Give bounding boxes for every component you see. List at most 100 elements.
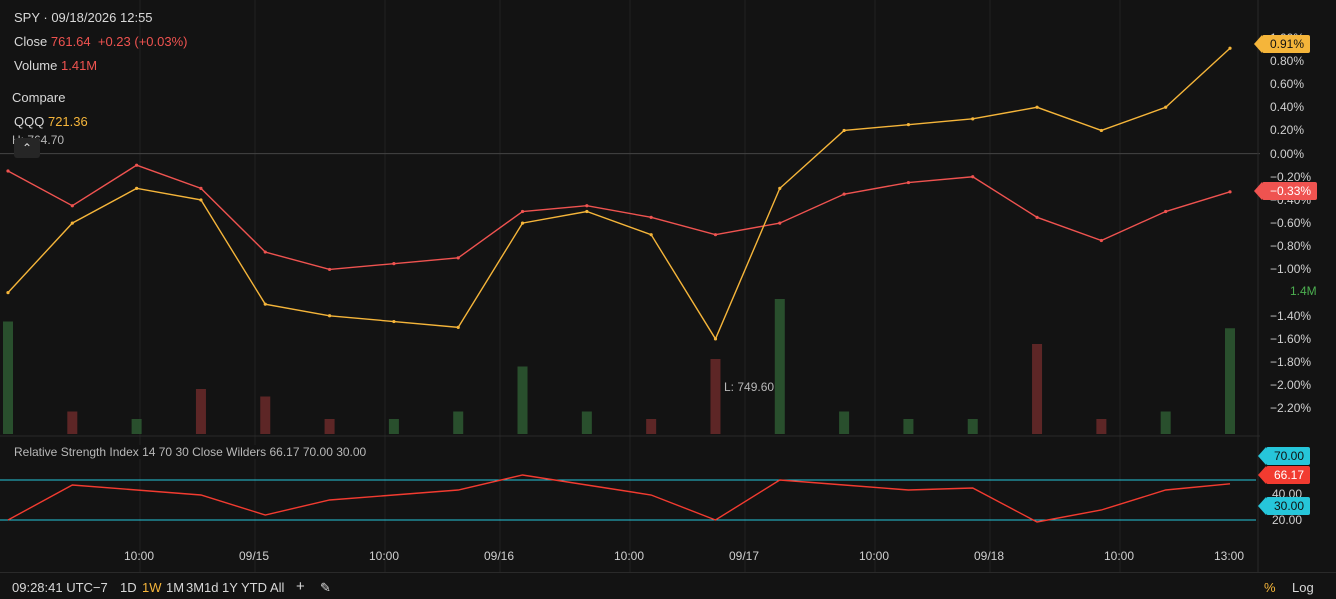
compare-value: 721.36 (47, 114, 88, 129)
x-tick-4: 10:00 (614, 549, 645, 563)
range-1m[interactable]: 1M (166, 580, 185, 595)
point-spy-0 (6, 169, 10, 173)
qqq-badge: 0.91% (1253, 35, 1311, 53)
range-1d-interval[interactable]: 1d (204, 580, 219, 595)
volume-bar-19 (1225, 328, 1235, 434)
volume-bar-10 (646, 419, 657, 434)
point-qqq-12 (778, 186, 782, 190)
point-spy-17 (1099, 238, 1103, 243)
range-1w[interactable]: 1W (142, 580, 162, 595)
point-qqq-3 (199, 198, 203, 202)
point-spy-8 (520, 209, 525, 214)
rsi-value-badge: 66.17 (1257, 466, 1311, 484)
compare-label: Compare (12, 90, 66, 105)
volume-bar-16 (1032, 344, 1043, 434)
point-qqq-10 (649, 233, 653, 237)
y-tick-14: −2.00% (1270, 378, 1312, 393)
x-tick-8: 10:00 (1104, 549, 1135, 563)
volume-bar-14 (903, 419, 914, 434)
rsi-tick-20: 20.00 (1272, 513, 1303, 527)
point-spy-18 (1164, 209, 1168, 214)
x-tick-7: 09/18 (974, 549, 1005, 563)
point-qqq-0 (6, 290, 10, 295)
volume-bar-1 (67, 411, 78, 434)
x-tick-5: 09/17 (729, 549, 760, 563)
point-spy-13 (842, 192, 846, 196)
point-qqq-6 (392, 319, 396, 324)
y-tick-9: −0.80% (1270, 239, 1312, 254)
volume-bar-0 (3, 321, 13, 434)
volume-bar-17 (1096, 419, 1107, 434)
point-qqq-5 (327, 314, 332, 318)
point-qqq-8 (520, 221, 525, 225)
y-tick-10: −1.00% (1270, 262, 1312, 277)
point-spy-10 (649, 215, 653, 219)
plus-icon[interactable]: + (296, 578, 305, 595)
volume-bar-5 (324, 419, 335, 434)
range-1d[interactable]: 1D (120, 580, 137, 595)
series-line-spy (7, 164, 1231, 271)
point-qqq-7 (456, 325, 460, 329)
y-tick-2: 0.60% (1270, 77, 1305, 92)
compare-symbol: QQQ (14, 114, 45, 129)
y-tick-4: 0.20% (1270, 123, 1305, 138)
volume-row: Volume 1.41M (14, 58, 97, 73)
volume-bar-18 (1160, 411, 1171, 434)
point-spy-3 (199, 186, 203, 190)
close-value: 761.64 (50, 34, 91, 49)
point-spy-15 (971, 175, 975, 179)
percent-toggle[interactable]: % (1264, 580, 1276, 595)
range-1y[interactable]: 1Y (222, 580, 238, 595)
volume-label: Volume (14, 58, 58, 73)
volume-value: 1.41M (61, 58, 98, 73)
point-spy-14 (906, 180, 911, 185)
point-qqq-11 (713, 337, 718, 341)
point-qqq-18 (1164, 105, 1168, 109)
collapse-legend-button[interactable]: ⌃ (14, 138, 40, 158)
point-spy-5 (327, 267, 332, 272)
footer-time: 09:28:41 UTC−7 (12, 580, 108, 595)
range-all[interactable]: All (270, 580, 285, 595)
close-change: +0.23 (+0.03%) (97, 34, 188, 49)
point-spy-2 (135, 163, 139, 167)
point-qqq-19 (1228, 46, 1232, 50)
low-label: L: 749.60 (724, 380, 775, 394)
point-qqq-9 (585, 209, 589, 214)
y-tick-8: −0.60% (1270, 216, 1312, 231)
log-toggle[interactable]: Log (1292, 580, 1314, 595)
x-tick-9: 13:00 (1214, 549, 1245, 563)
volume-bar-15 (967, 419, 978, 434)
point-spy-11 (713, 233, 718, 237)
y-tick-6: −0.20% (1270, 169, 1312, 184)
compare-row[interactable]: QQQ 721.36 (14, 114, 88, 129)
volume-bar-4 (260, 396, 271, 434)
point-qqq-4 (263, 302, 267, 306)
x-tick-6: 10:00 (859, 549, 890, 563)
x-tick-3: 09/16 (484, 549, 515, 563)
volume-bar-2 (131, 419, 142, 434)
point-spy-9 (585, 204, 589, 208)
footer-divider (0, 572, 1336, 573)
x-tick-2: 10:00 (369, 549, 400, 563)
volume-badge: 1.4M (1290, 284, 1317, 298)
x-tick-0: 10:00 (124, 549, 155, 563)
point-qqq-2 (135, 186, 139, 190)
point-spy-16 (1035, 215, 1039, 219)
volume-bar-3 (195, 389, 206, 434)
y-tick-5: 0.00% (1270, 146, 1305, 161)
rsi-lower-badge: 30.00 (1257, 497, 1311, 515)
volume-bar-6 (388, 419, 399, 434)
volume-bar-13 (839, 411, 850, 434)
pencil-icon[interactable]: ✎ (320, 580, 331, 595)
volume-bar-7 (453, 411, 464, 434)
y-tick-13: −1.80% (1270, 355, 1312, 370)
range-3m[interactable]: 3M (186, 580, 205, 595)
rsi-line (7, 474, 1231, 523)
point-qqq-1 (70, 221, 74, 225)
range-ytd[interactable]: YTD (241, 580, 267, 595)
rsi-legend: Relative Strength Index 14 70 30 Close W… (14, 445, 371, 459)
point-qqq-16 (1035, 105, 1039, 109)
point-qqq-14 (906, 123, 911, 127)
close-row: Close 761.64 +0.23 (+0.03%) (14, 34, 188, 49)
